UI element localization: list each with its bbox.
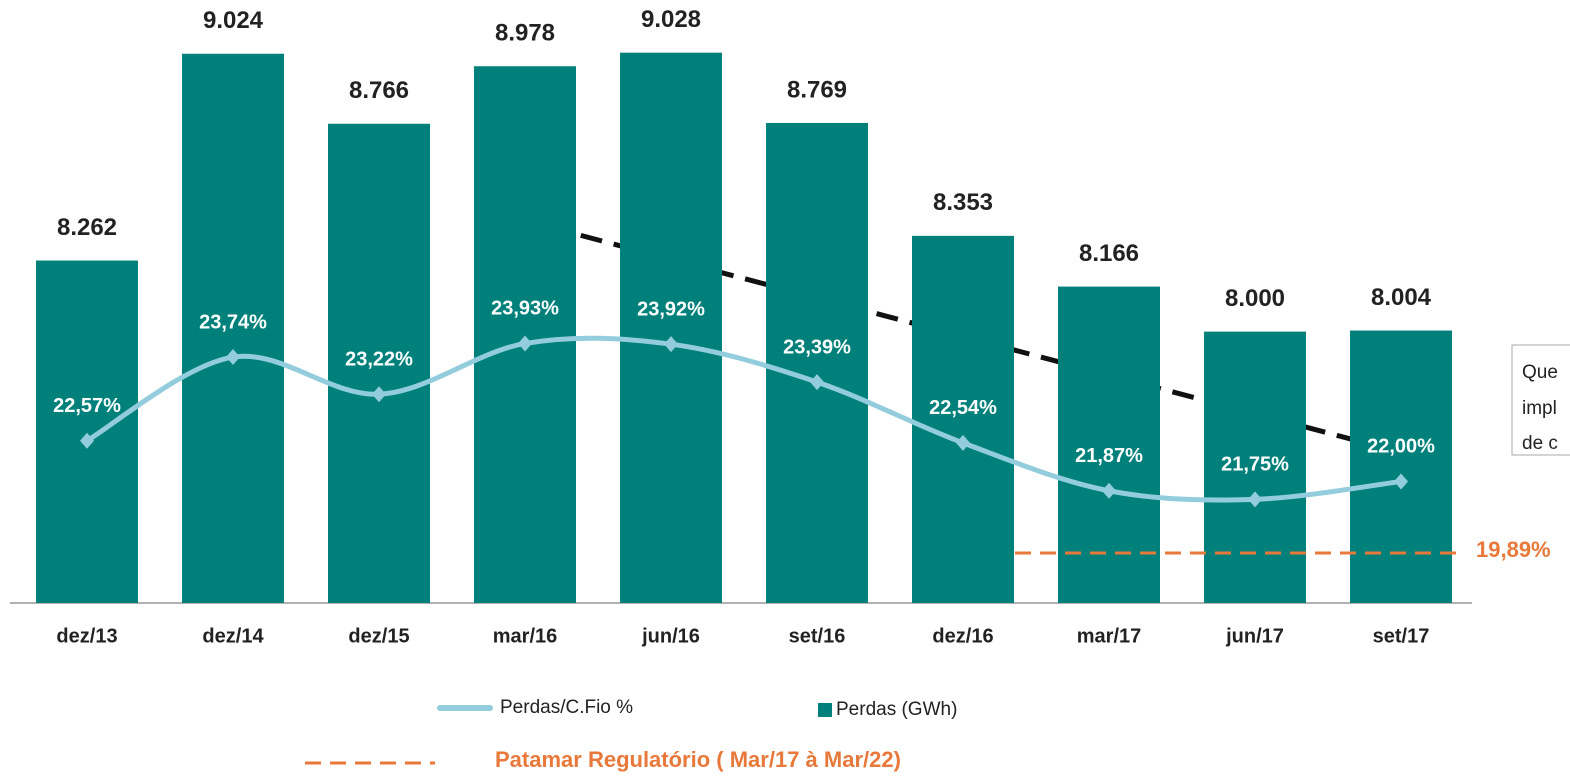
bar — [328, 123, 430, 603]
line-marker — [518, 335, 532, 352]
data-label: 8.166 — [1079, 240, 1139, 267]
data-label: 23,74% — [199, 311, 267, 333]
bar — [474, 66, 576, 603]
x-tick-label: dez/15 — [348, 625, 409, 647]
line-marker — [226, 349, 240, 366]
line-marker — [1248, 491, 1262, 508]
x-tick-label: mar/16 — [493, 625, 558, 647]
x-tick-label: set/17 — [1373, 625, 1430, 647]
bar — [36, 260, 138, 603]
line-marker — [1394, 473, 1408, 490]
data-label: 8.262 — [57, 214, 117, 241]
data-label: 9.024 — [203, 7, 264, 34]
side-note-box — [1511, 344, 1570, 456]
data-label: 22,57% — [53, 395, 121, 417]
data-label: 23,22% — [345, 349, 413, 371]
data-label: 8.004 — [1371, 284, 1432, 311]
data-label: 8.978 — [495, 20, 555, 47]
line-marker — [956, 434, 970, 451]
side-note: impl — [1522, 398, 1557, 419]
x-tick-label: jun/16 — [641, 625, 700, 647]
bar — [1058, 286, 1160, 603]
bar — [912, 235, 1014, 603]
bar — [766, 122, 868, 603]
line-marker — [810, 374, 824, 391]
data-label: 9.028 — [641, 6, 701, 33]
legend-label: Perdas/C.Fio % — [500, 697, 633, 718]
x-tick-label: set/16 — [789, 625, 846, 647]
legend-swatch — [818, 703, 832, 717]
reference-label: 19,89% — [1476, 537, 1551, 562]
data-label: 21,87% — [1075, 445, 1143, 467]
line-marker — [1102, 482, 1116, 499]
data-label: 8.769 — [787, 76, 847, 103]
x-tick-label: dez/14 — [202, 625, 264, 647]
bar — [1204, 331, 1306, 603]
side-note: de c — [1522, 433, 1558, 454]
data-label: 8.000 — [1225, 285, 1285, 312]
line-marker — [664, 336, 678, 353]
data-label: 23,39% — [783, 336, 851, 358]
data-label: 23,92% — [637, 298, 705, 320]
legend-label: Patamar Regulatório ( Mar/17 à Mar/22) — [495, 747, 901, 772]
side-note: Que — [1522, 362, 1558, 383]
legend-label: Perdas (GWh) — [836, 699, 957, 720]
line — [85, 335, 1402, 503]
x-tick-label: dez/13 — [56, 625, 117, 647]
bar — [1350, 330, 1452, 603]
data-label: 22,00% — [1367, 436, 1435, 458]
data-label: 23,93% — [491, 298, 559, 320]
line-marker — [80, 432, 94, 449]
data-label: 21,75% — [1221, 454, 1289, 476]
x-tick-label: dez/16 — [932, 625, 993, 647]
bar — [620, 52, 722, 603]
data-label: 22,54% — [929, 397, 997, 419]
x-tick-label: mar/17 — [1077, 625, 1142, 647]
x-tick-label: jun/17 — [1225, 625, 1284, 647]
data-label: 8.766 — [349, 77, 409, 104]
data-label: 8.353 — [933, 189, 993, 216]
bar — [182, 53, 284, 603]
line-marker — [372, 386, 386, 403]
